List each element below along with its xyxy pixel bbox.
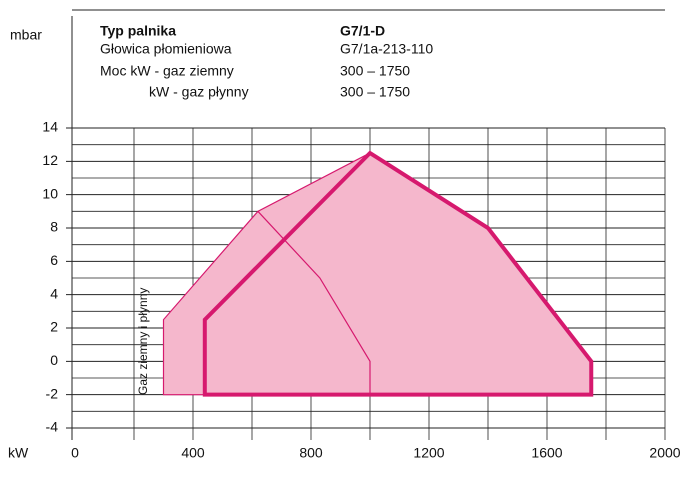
plot: -4 -2 0 2 4 6 8 10 12 14 0 400 800 1200 1600 2000 Gaz zi… [42,16,681,461]
header-label: Głowica płomieniowa [100,41,232,57]
y-tick-label: 6 [50,252,58,268]
y-tick-label: 0 [50,352,58,368]
x-tick-label: 400 [181,445,205,461]
field [202,150,594,397]
field [257,210,371,395]
annotation: Gaz ziemny i płynny [136,288,150,395]
y-tick-label: 10 [42,185,58,201]
x-tick-label: 2000 [649,445,680,461]
y-tick-label: 12 [42,152,58,168]
header-value: 300 – 1750 [340,84,410,100]
x-tick-label: 0 [71,445,79,461]
header-label: Moc kW - gaz ziemny [100,63,234,79]
header-label: kW - gaz płynny [149,84,249,100]
field [162,152,592,396]
x-tick-label: 1600 [531,445,562,461]
header-value: G7/1-D [340,23,385,39]
x-tick-label: 1200 [413,445,444,461]
header-value: G7/1a-213-110 [340,41,433,57]
y-tick-label: 4 [50,285,58,301]
x-tick-label: 800 [299,445,323,461]
y-unit: mbar [10,27,42,43]
y-tick-label: -2 [46,385,59,401]
y-tick-label: 8 [50,219,58,235]
y-tick-label: 14 [42,119,58,135]
header-label: Typ palnika [100,23,176,39]
x-unit: kW [8,445,29,461]
y-tick-label: 2 [50,319,58,335]
y-tick-label: -4 [46,419,59,435]
header-value: 300 – 1750 [340,63,410,79]
